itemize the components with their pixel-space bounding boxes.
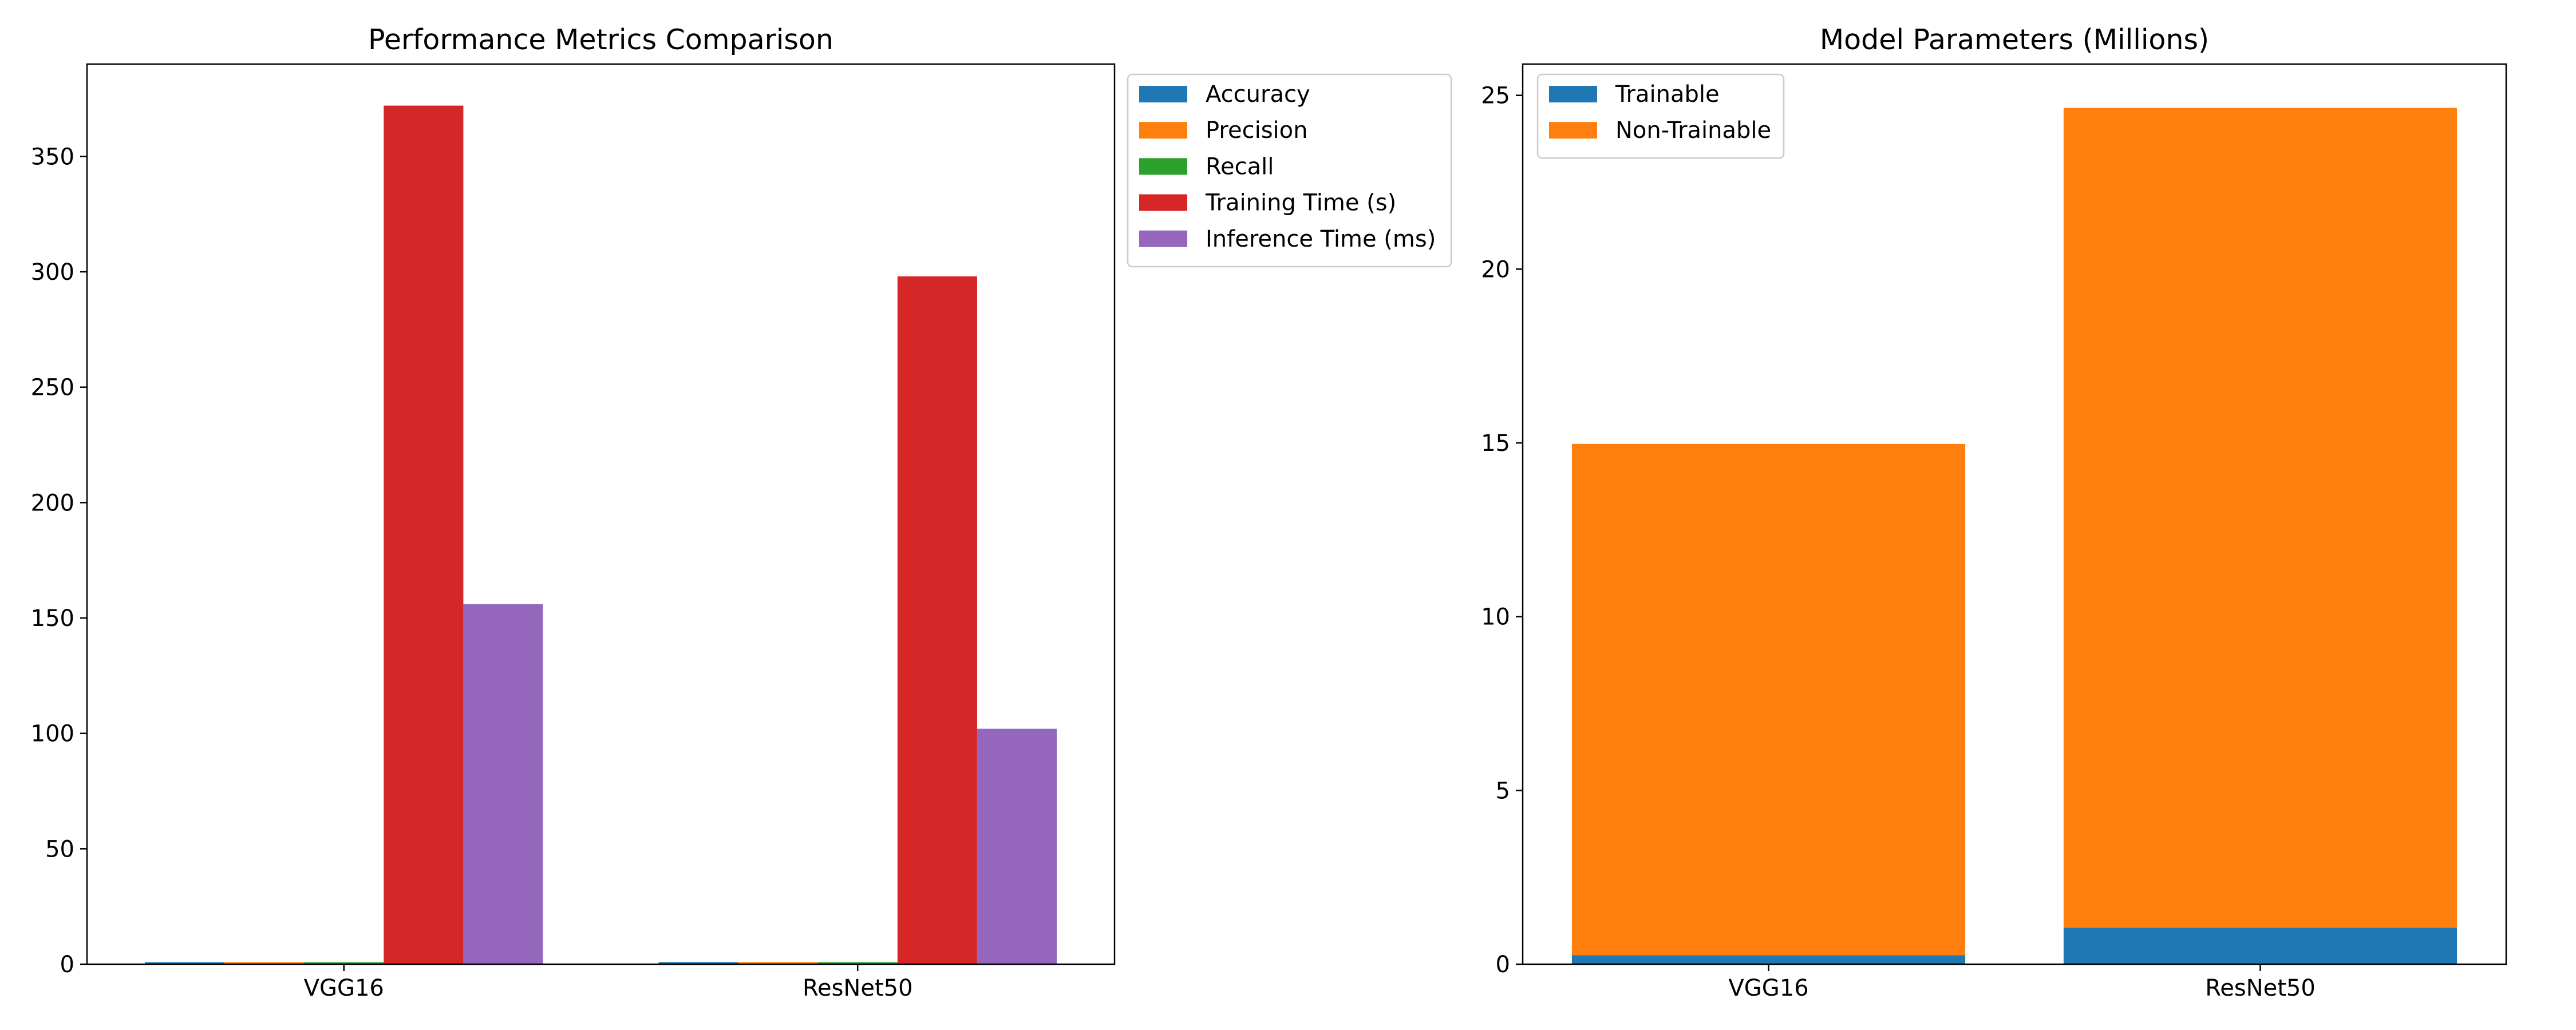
y-tick-label: 300 [31,259,74,286]
legend-label-precision: Precision [1206,117,1307,144]
chart-title: Model Parameters (Millions) [1820,23,2209,56]
bar-inference-time-ms-vgg16 [463,604,543,964]
bar-non-trainable-resnet50 [2063,108,2458,928]
bar-accuracy-vgg16 [144,962,225,964]
y-tick-label: 20 [1481,256,1510,283]
bar-accuracy-resnet50 [658,962,738,964]
y-tick-label: 200 [31,490,74,516]
legend-swatch-accuracy [1139,86,1187,102]
y-tick-label: 10 [1481,604,1510,631]
legend-label-training-time-s: Training Time (s) [1205,190,1396,216]
legend-swatch-non-trainable [1549,122,1597,139]
x-tick-label-resnet50: ResNet50 [2205,975,2316,1001]
legend-swatch-training-time-s [1139,194,1187,211]
legend-label-accuracy: Accuracy [1206,81,1310,108]
y-axis: 0 50 100 150 200 250 300 350 [31,144,87,978]
legend-label-recall: Recall [1206,153,1274,180]
legend-swatch-inference-time-ms [1139,230,1187,247]
bar-training-time-s-resnet50 [897,276,977,965]
legend-label-inference-time-ms: Inference Time (ms) [1206,226,1436,252]
bars [144,105,1057,965]
legend-swatch-recall [1139,158,1187,175]
model-parameters-chart: Model Parameters (Millions) 0 5 10 15 20 25 VGG… [1481,23,2507,1001]
legend-label-non-trainable: Non-Trainable [1615,117,1771,144]
bar-precision-resnet50 [738,962,818,964]
y-tick-label: 150 [31,605,74,632]
bar-non-trainable-vgg16 [1571,443,1966,956]
performance-metrics-chart: Performance Metrics Comparison 0 50 100 150 2… [31,23,1452,1001]
chart-title: Performance Metrics Comparison [368,23,833,56]
y-tick-label: 0 [60,952,74,978]
bar-trainable-resnet50 [2063,928,2458,964]
y-axis: 0 5 10 15 20 25 [1481,83,1523,978]
y-tick-label: 50 [45,836,74,862]
legend-frame [1127,73,1452,268]
bar-inference-time-ms-resnet50 [977,728,1057,964]
legend-label-trainable: Trainable [1615,81,1720,108]
y-tick-label: 350 [31,144,74,170]
y-tick-label: 5 [1496,778,1510,804]
bar-precision-vgg16 [224,962,305,964]
legend-frame [1536,73,1785,159]
bar-recall-vgg16 [304,962,384,964]
x-tick-label-vgg16: VGG16 [1728,975,1808,1001]
x-axis: VGG16 ResNet50 [304,964,913,1001]
y-tick-label: 250 [31,375,74,401]
x-tick-label-resnet50: ResNet50 [803,975,913,1001]
bar-trainable-vgg16 [1571,955,1966,964]
y-tick-label: 25 [1481,83,1510,109]
bar-recall-resnet50 [817,962,898,964]
x-tick-label-vgg16: VGG16 [304,975,384,1001]
y-tick-label: 100 [31,721,74,747]
legend: Trainable Non-Trainable [1536,73,1785,159]
axes-frame [86,63,1116,965]
x-axis: VGG16 ResNet50 [1728,964,2316,1001]
axes-frame [1522,63,2507,965]
y-tick-label: 0 [1496,952,1510,978]
y-tick-label: 15 [1481,430,1510,457]
legend: Accuracy Precision Recall Training Time (s)… [1127,73,1452,268]
bars [1571,108,2458,964]
legend-swatch-precision [1139,122,1187,139]
legend-swatch-trainable [1549,86,1597,102]
bar-training-time-s-vgg16 [384,105,464,965]
